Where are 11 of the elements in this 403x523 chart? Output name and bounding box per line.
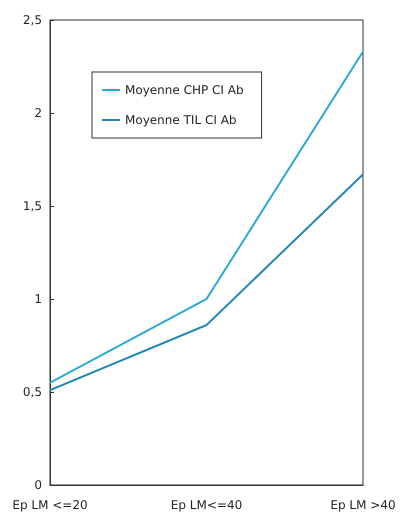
y-tick-label: 0	[34, 478, 42, 492]
y-tick-label: 2,5	[22, 13, 42, 27]
x-tick-label: Ep LM<=40	[170, 498, 242, 512]
y-tick-label: 0,5	[22, 385, 42, 399]
x-tick-label: Ep LM <=20	[12, 498, 88, 512]
legend-label: Moyenne TIL CI Ab	[125, 113, 237, 127]
y-tick-label: 1,5	[22, 199, 42, 213]
legend-label: Moyenne CHP CI Ab	[125, 83, 244, 97]
y-tick-label: 2	[34, 106, 42, 120]
x-tick-label: Ep LM >40	[330, 498, 396, 512]
y-tick-label: 1	[34, 292, 42, 306]
